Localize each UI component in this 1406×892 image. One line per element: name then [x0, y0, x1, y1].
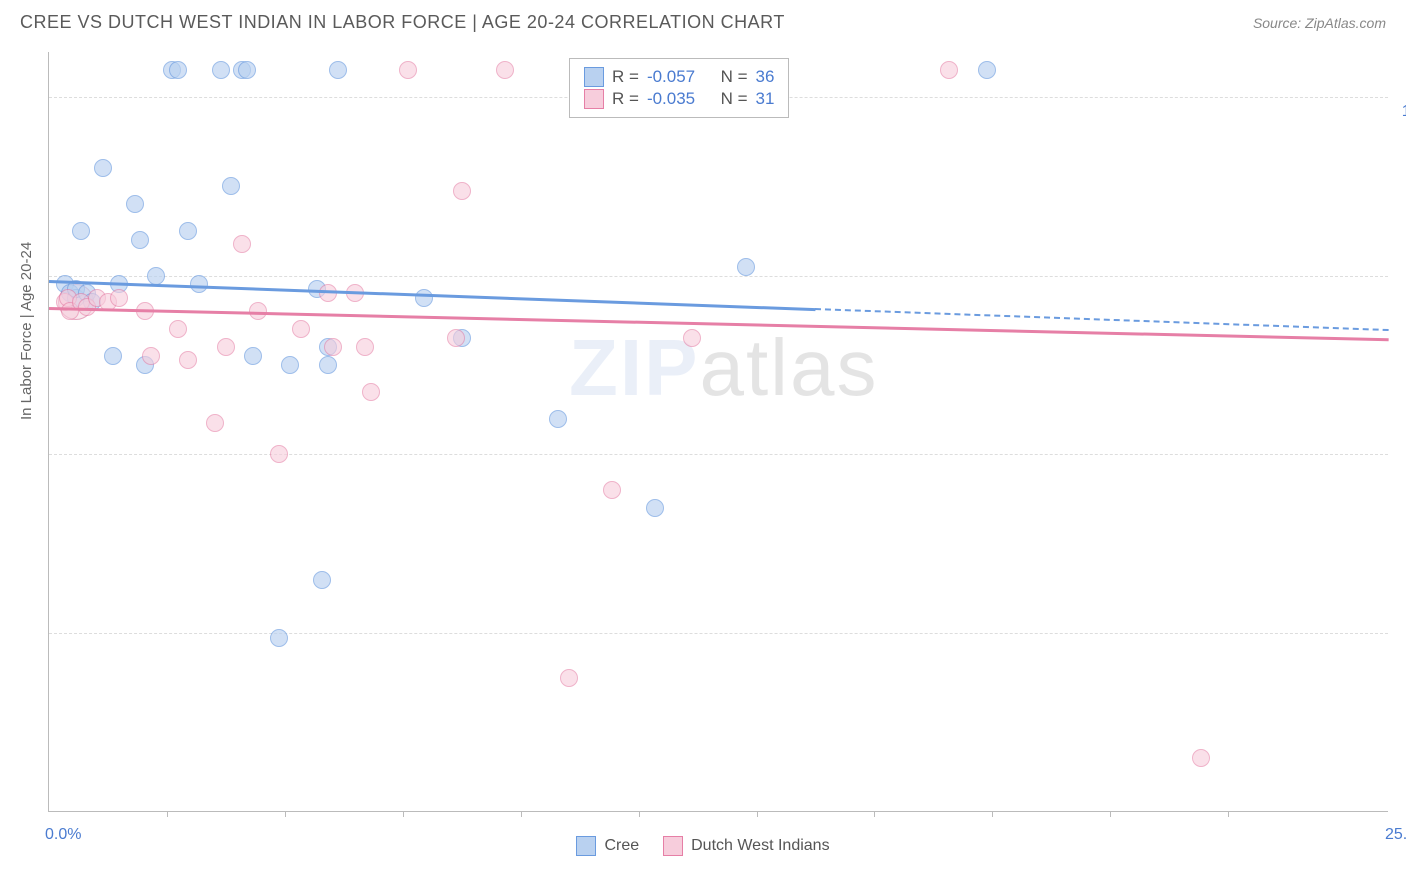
legend-row: R = -0.035 N = 31 [584, 89, 774, 109]
scatter-point [238, 61, 256, 79]
correlation-legend: R = -0.057 N = 36R = -0.035 N = 31 [569, 58, 789, 118]
scatter-point [131, 231, 149, 249]
scatter-point [683, 329, 701, 347]
x-tick [639, 811, 640, 817]
scatter-point [217, 338, 235, 356]
x-tick [757, 811, 758, 817]
legend-bottom: Cree Dutch West Indians [0, 836, 1406, 856]
r-value: -0.035 [647, 89, 695, 109]
scatter-point [940, 61, 958, 79]
legend-label: Dutch West Indians [691, 837, 829, 855]
n-value: 36 [756, 67, 775, 87]
scatter-point [281, 356, 299, 374]
y-axis-label: In Labor Force | Age 20-24 [18, 242, 35, 420]
scatter-point [978, 61, 996, 79]
x-tick [521, 811, 522, 817]
scatter-point [72, 222, 90, 240]
gridline-h [49, 276, 1388, 277]
scatter-point [549, 410, 567, 428]
scatter-point [324, 338, 342, 356]
r-value: -0.057 [647, 67, 695, 87]
legend-swatch [663, 836, 683, 856]
chart-header: CREE VS DUTCH WEST INDIAN IN LABOR FORCE… [0, 0, 1406, 41]
y-tick-label: 100.0% [1402, 103, 1406, 121]
x-tick [874, 811, 875, 817]
scatter-point [244, 347, 262, 365]
scatter-point [560, 669, 578, 687]
scatter-point [142, 347, 160, 365]
scatter-point [169, 61, 187, 79]
scatter-point [319, 356, 337, 374]
scatter-point [1192, 749, 1210, 767]
legend-item: Dutch West Indians [663, 836, 829, 856]
trend-line [49, 280, 816, 311]
scatter-point [179, 351, 197, 369]
scatter-point [147, 267, 165, 285]
legend-swatch [584, 67, 604, 87]
x-tick [285, 811, 286, 817]
scatter-point [603, 481, 621, 499]
legend-row: R = -0.057 N = 36 [584, 67, 774, 87]
watermark: ZIPatlas [569, 322, 878, 414]
gridline-h [49, 633, 1388, 634]
scatter-point [646, 499, 664, 517]
x-tick [1110, 811, 1111, 817]
scatter-point [356, 338, 374, 356]
scatter-point [104, 347, 122, 365]
scatter-point [329, 61, 347, 79]
legend-swatch [576, 836, 596, 856]
scatter-point [319, 284, 337, 302]
scatter-point [313, 571, 331, 589]
scatter-point [212, 61, 230, 79]
scatter-point [292, 320, 310, 338]
scatter-point [206, 414, 224, 432]
x-tick [992, 811, 993, 817]
source-attribution: Source: ZipAtlas.com [1253, 15, 1386, 31]
chart-title: CREE VS DUTCH WEST INDIAN IN LABOR FORCE… [20, 12, 785, 33]
scatter-point [94, 159, 112, 177]
legend-item: Cree [576, 836, 639, 856]
scatter-point [169, 320, 187, 338]
legend-swatch [584, 89, 604, 109]
scatter-point [222, 177, 240, 195]
n-value: 31 [756, 89, 775, 109]
gridline-h [49, 454, 1388, 455]
scatter-point [233, 235, 251, 253]
source-link[interactable]: ZipAtlas.com [1305, 15, 1386, 31]
scatter-point [399, 61, 417, 79]
scatter-point [270, 445, 288, 463]
scatter-chart: ZIPatlas 40.0%60.0%80.0%100.0%0.0%25.0%R… [48, 52, 1388, 812]
scatter-point [453, 182, 471, 200]
x-tick [167, 811, 168, 817]
x-tick [1228, 811, 1229, 817]
legend-label: Cree [604, 837, 639, 855]
scatter-point [447, 329, 465, 347]
scatter-point [415, 289, 433, 307]
scatter-point [737, 258, 755, 276]
scatter-point [126, 195, 144, 213]
scatter-point [496, 61, 514, 79]
scatter-point [362, 383, 380, 401]
scatter-point [270, 629, 288, 647]
scatter-point [179, 222, 197, 240]
scatter-point [110, 289, 128, 307]
x-tick [403, 811, 404, 817]
